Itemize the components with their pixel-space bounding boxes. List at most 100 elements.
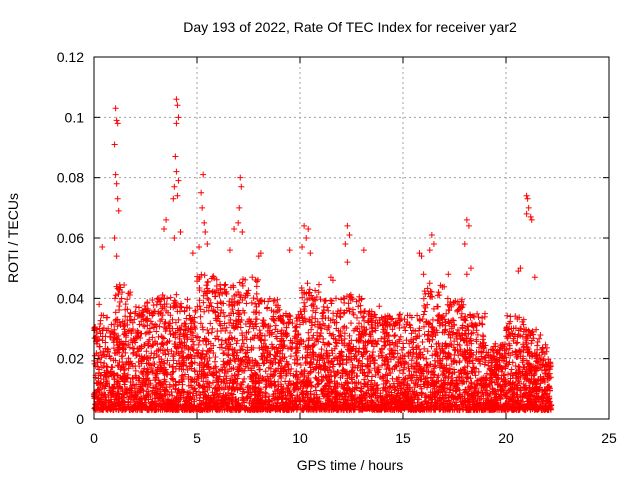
data-point: [102, 339, 109, 346]
data-point: [126, 344, 133, 351]
data-point: [136, 375, 143, 382]
data-point: [139, 399, 146, 406]
data-point: [125, 358, 132, 365]
data-point: [158, 296, 165, 303]
data-point: [429, 316, 436, 323]
data-point: [348, 320, 355, 327]
data-point: [96, 366, 103, 373]
data-point: [211, 358, 218, 365]
data-point: [108, 328, 115, 335]
data-point: [127, 385, 134, 392]
data-point: [136, 353, 143, 360]
data-point: [149, 369, 156, 376]
data-point: [220, 350, 227, 357]
data-point: [129, 319, 136, 326]
data-point: [337, 314, 344, 321]
data-point: [114, 323, 121, 330]
data-point: [140, 368, 147, 375]
data-point: [116, 394, 123, 401]
data-point: [354, 372, 361, 379]
data-point: [120, 323, 127, 330]
data-point: [159, 339, 166, 346]
data-point: [134, 404, 141, 411]
data-point: [118, 295, 125, 302]
data-point: [125, 365, 132, 372]
data-point: [134, 327, 141, 334]
data-points: [91, 96, 555, 413]
data-point: [253, 290, 260, 297]
data-point: [108, 405, 115, 412]
data-point: [435, 289, 442, 296]
data-point: [102, 333, 109, 340]
data-point: [114, 378, 121, 385]
data-point: [120, 378, 127, 385]
data-point: [119, 358, 126, 365]
data-point: [143, 376, 150, 383]
data-point: [325, 340, 332, 347]
data-point: [135, 304, 142, 311]
data-point: [307, 360, 314, 367]
data-point: [159, 305, 166, 312]
data-point: [124, 306, 131, 313]
data-point: [370, 349, 377, 356]
data-point: [163, 307, 170, 314]
data-point: [338, 296, 345, 303]
data-point: [122, 349, 129, 356]
data-point: [138, 318, 145, 325]
data-point: [106, 398, 113, 405]
data-point: [143, 360, 150, 367]
data-point: [98, 379, 105, 386]
data-point: [149, 297, 156, 304]
data-point: [215, 336, 222, 343]
data-point: [274, 296, 281, 303]
data-point: [143, 388, 150, 395]
data-point: [481, 310, 488, 317]
data-point: [137, 385, 144, 392]
data-point: [391, 333, 398, 340]
data-point: [204, 279, 211, 286]
data-point: [100, 392, 107, 399]
data-point: [150, 360, 157, 367]
data-point: [141, 302, 148, 309]
data-point: [434, 292, 441, 299]
data-point: [116, 342, 123, 349]
data-point: [126, 313, 133, 320]
data-point: [96, 343, 103, 350]
data-point: [420, 311, 427, 318]
data-point: [141, 394, 148, 401]
data-point: [426, 280, 433, 287]
data-point: [376, 303, 383, 310]
data-point: [163, 301, 170, 308]
data-point: [306, 286, 313, 293]
data-point: [119, 340, 126, 347]
data-point: [141, 341, 148, 348]
data-point: [121, 373, 128, 380]
data-point: [145, 329, 152, 336]
data-point: [114, 390, 121, 397]
data-point: [231, 372, 238, 379]
data-point: [468, 330, 475, 337]
data-point: [168, 375, 175, 382]
data-point: [115, 363, 122, 370]
data-point: [122, 301, 129, 308]
data-point: [107, 333, 114, 340]
data-point: [122, 379, 129, 386]
data-point: [132, 367, 139, 374]
data-point: [148, 365, 155, 371]
data-point: [156, 323, 163, 330]
data-point: [106, 353, 113, 360]
data-point: [135, 348, 142, 355]
data-point: [100, 376, 107, 383]
data-point: [145, 368, 152, 375]
data-point: [392, 332, 399, 339]
data-point: [116, 383, 123, 390]
data-point: [94, 359, 101, 366]
data-point: [130, 349, 137, 356]
data-point: [149, 320, 156, 327]
data-point: [91, 352, 98, 359]
data-point: [124, 371, 131, 378]
data-point: [304, 280, 311, 287]
data-point: [475, 368, 482, 375]
data-point: [103, 370, 110, 377]
data-point: [141, 365, 148, 372]
